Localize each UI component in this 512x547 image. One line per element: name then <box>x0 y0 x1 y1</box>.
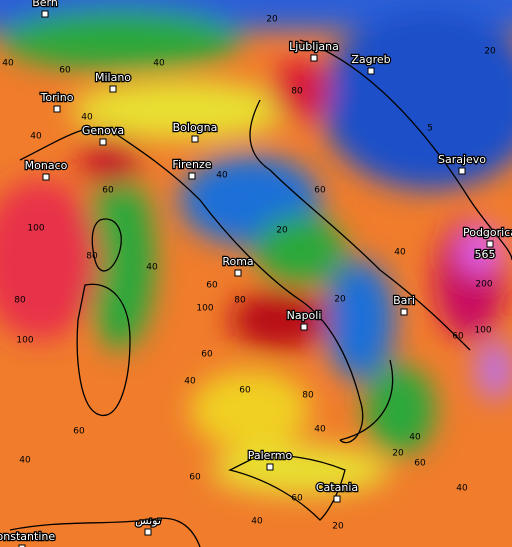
contour-label: 60 <box>452 332 464 342</box>
contour-label: 80 <box>14 296 26 306</box>
city-label: Palermo <box>248 449 293 462</box>
contour-label: 20 <box>334 295 346 305</box>
contour-label: 60 <box>314 186 326 196</box>
city-label: Milano <box>95 71 131 84</box>
contour-label: 60 <box>291 494 303 504</box>
city-label: Ljubljana <box>289 40 339 53</box>
contour-label: 5 <box>427 124 433 134</box>
city-marker <box>18 544 26 547</box>
contour-label: 20 <box>266 15 278 25</box>
contour-label: 40 <box>81 113 93 123</box>
city-label: Constantine <box>0 530 55 543</box>
contour-label: 80 <box>86 252 98 262</box>
city-marker <box>367 67 375 75</box>
contour-label: 60 <box>201 350 213 360</box>
city-label: Catania <box>316 481 358 494</box>
contour-label: 40 <box>456 484 468 494</box>
city-marker <box>144 528 152 536</box>
city-label: Firenze <box>172 158 211 171</box>
contour-label: 20 <box>392 449 404 459</box>
contour-label: 20 <box>276 226 288 236</box>
city-label: تونس <box>135 514 161 527</box>
contour-label: 100 <box>474 326 491 336</box>
contour-label: 40 <box>153 59 165 69</box>
city-marker <box>99 138 107 146</box>
city-marker <box>400 308 408 316</box>
contour-label: 80 <box>302 391 314 401</box>
city-label: Napoli <box>287 309 322 322</box>
city-label: Sarajevo <box>438 153 486 166</box>
contour-label: 40 <box>184 377 196 387</box>
contour-label: 100 <box>196 304 213 314</box>
contour-label: 40 <box>394 248 406 258</box>
city-marker <box>42 173 50 181</box>
city-label: Torino <box>40 91 74 104</box>
contour-label: 80 <box>234 296 246 306</box>
city-marker <box>300 323 308 331</box>
city-marker <box>458 167 466 175</box>
contour-label: 60 <box>206 281 218 291</box>
contour-label: 200 <box>475 280 492 290</box>
contour-label: 60 <box>59 66 71 76</box>
contour-label: 80 <box>291 87 303 97</box>
contour-label: 60 <box>239 386 251 396</box>
city-label: Monaco <box>25 159 68 172</box>
city-label: Bern <box>32 0 58 9</box>
contour-label: 40 <box>19 456 31 466</box>
contour-label: 100 <box>16 336 33 346</box>
city-marker <box>266 463 274 471</box>
contour-label: 40 <box>251 517 263 527</box>
contour-label: 20 <box>332 522 344 532</box>
peak-label: 565 <box>475 248 496 261</box>
city-label: Podgorica <box>463 226 512 239</box>
contour-label: 60 <box>102 186 114 196</box>
contour-label: 100 <box>27 224 44 234</box>
city-marker <box>191 135 199 143</box>
contour-label: 40 <box>314 425 326 435</box>
contour-label: 40 <box>409 433 421 443</box>
city-marker <box>234 269 242 277</box>
city-marker <box>310 54 318 62</box>
city-label: Roma <box>222 255 253 268</box>
city-label: Bologna <box>173 121 218 134</box>
contour-label: 20 <box>484 47 496 57</box>
contour-label: 60 <box>414 459 426 469</box>
city-label: Bari <box>393 294 415 307</box>
contour-label: 60 <box>189 473 201 483</box>
city-label: Genova <box>82 124 124 137</box>
contour-label: 60 <box>73 427 85 437</box>
contour-label: 40 <box>216 171 228 181</box>
contour-label: 40 <box>146 263 158 273</box>
city-marker <box>333 495 341 503</box>
city-marker <box>53 105 61 113</box>
city-marker <box>188 172 196 180</box>
contour-label: 40 <box>2 59 14 69</box>
city-label: Zagreb <box>351 53 390 66</box>
contour-label: 40 <box>30 132 42 142</box>
coastlines <box>9 39 512 547</box>
city-marker <box>486 240 494 248</box>
city-marker <box>109 85 117 93</box>
city-marker <box>41 10 49 18</box>
